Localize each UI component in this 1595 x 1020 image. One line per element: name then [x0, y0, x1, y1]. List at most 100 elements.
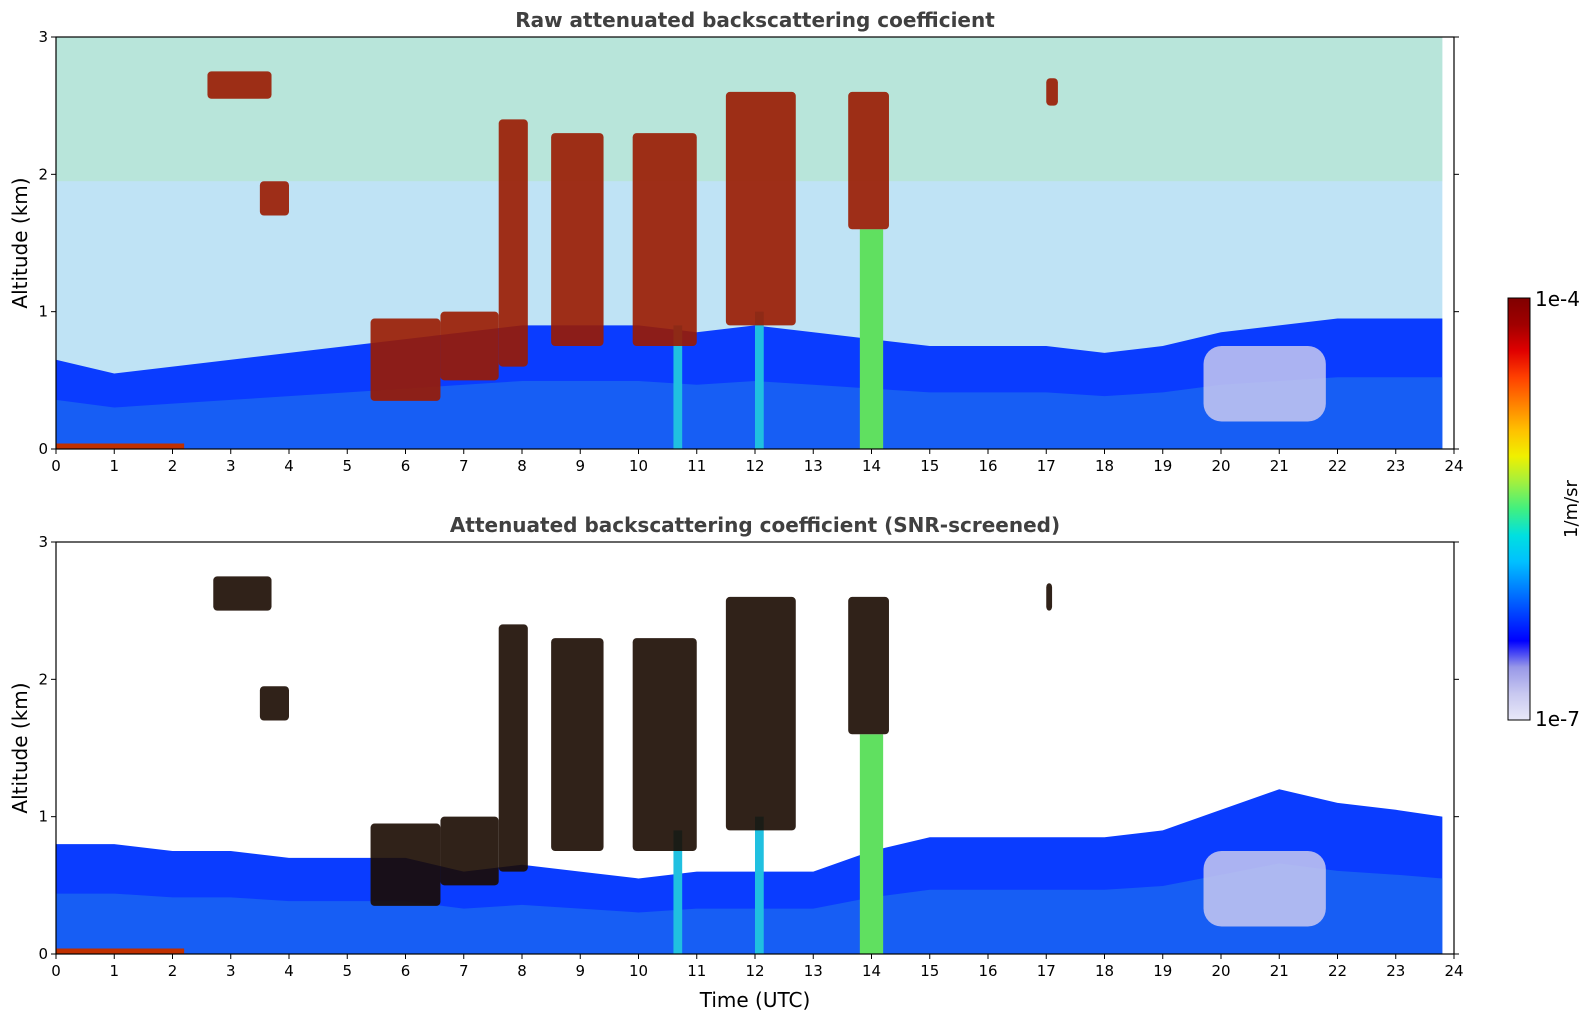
x-tick-label: 3 [226, 457, 236, 475]
x-tick-label: 13 [804, 457, 823, 475]
y-axis-raw: 0 1 2 3 [38, 28, 1459, 458]
x-tick-label: 16 [978, 457, 997, 475]
x-tick-label: 17 [1037, 457, 1056, 475]
x-tick-label: 17 [1037, 962, 1056, 980]
x-tick-label: 19 [1153, 962, 1172, 980]
colorbar-unit-label: 1/m/sr [1561, 479, 1582, 537]
x-axis-screened: 0 1 2 3 4 5 6 7 8 9 10 11 12 13 14 15 16 17 18 19 20 21 22 23 24 [51, 954, 1464, 980]
heatmap-screened [56, 576, 1443, 954]
x-tick-label: 7 [459, 962, 469, 980]
aerosol-plume-0 [1203, 346, 1326, 422]
x-tick-label: 14 [862, 962, 881, 980]
x-tick-label: 2 [168, 457, 178, 475]
cloud-1 [259, 181, 289, 216]
aerosol-plume-0 [1203, 851, 1326, 927]
y-tick-label: 2 [38, 670, 48, 688]
cloud-5 [551, 133, 604, 346]
precip-column-2 [859, 229, 884, 449]
x-tick-label: 0 [51, 457, 61, 475]
cloud-6 [632, 638, 697, 851]
colorbar: 1e-4 1e-7 1/m/sr [1507, 287, 1582, 731]
x-tick-label: 19 [1153, 457, 1172, 475]
x-tick-label: 23 [1386, 457, 1405, 475]
x-tick-label: 10 [629, 457, 648, 475]
cloud-9 [1046, 78, 1058, 106]
y-tick-label: 3 [38, 533, 48, 551]
x-tick-label: 8 [517, 457, 527, 475]
x-tick-label: 22 [1328, 962, 1347, 980]
x-tick-label: 4 [284, 457, 294, 475]
panel-title-screened: Attenuated backscattering coefficient (S… [450, 513, 1060, 537]
x-tick-label: 6 [401, 962, 411, 980]
cloud-3 [440, 816, 499, 886]
x-tick-label: 22 [1328, 457, 1347, 475]
y-tick-label: 3 [38, 28, 48, 46]
precip-column-1 [755, 816, 764, 954]
x-tick-label: 6 [401, 457, 411, 475]
y-axis-label-screened: Altitude (km) [8, 682, 32, 813]
cloud-0 [213, 576, 272, 611]
x-tick-label: 15 [920, 962, 939, 980]
surface-layer [56, 443, 185, 449]
x-tick-label: 24 [1444, 962, 1463, 980]
x-tick-label: 24 [1444, 457, 1463, 475]
x-tick-label: 0 [51, 962, 61, 980]
colorbar-min-label: 1e-7 [1535, 707, 1580, 731]
x-tick-label: 9 [575, 457, 585, 475]
surface-layer [56, 948, 185, 954]
cloud-5 [551, 638, 604, 851]
y-tick-label: 1 [38, 808, 48, 826]
panel-raw: Raw attenuated backscattering coefficien… [8, 8, 1464, 475]
y-tick-label: 2 [38, 165, 48, 183]
x-tick-label: 5 [342, 457, 352, 475]
x-tick-label: 11 [687, 457, 706, 475]
cloud-2 [370, 823, 441, 906]
x-tick-label: 20 [1211, 962, 1230, 980]
x-tick-label: 18 [1095, 962, 1114, 980]
cloud-8 [848, 91, 889, 230]
x-tick-label: 3 [226, 962, 236, 980]
cloud-4 [498, 624, 528, 872]
x-tick-label: 8 [517, 962, 527, 980]
precip-column-0 [673, 830, 683, 954]
x-tick-label: 20 [1211, 457, 1230, 475]
panel-title-raw: Raw attenuated backscattering coefficien… [515, 8, 995, 32]
x-tick-label: 11 [687, 962, 706, 980]
x-tick-label: 4 [284, 962, 294, 980]
cloud-9 [1046, 583, 1053, 611]
x-tick-label: 2 [168, 962, 178, 980]
x-tick-label: 15 [920, 457, 939, 475]
x-tick-label: 10 [629, 962, 648, 980]
x-tick-label: 21 [1270, 962, 1289, 980]
cloud-3 [440, 311, 499, 381]
x-tick-label: 9 [575, 962, 585, 980]
x-tick-label: 18 [1095, 457, 1114, 475]
cloud-0 [207, 71, 272, 99]
x-tick-label: 5 [342, 962, 352, 980]
y-axis-screened: 0 1 2 3 [38, 533, 1459, 963]
cloud-1 [259, 686, 289, 721]
x-tick-label: 1 [109, 962, 119, 980]
cloud-2 [370, 318, 441, 401]
colorbar-bar [1507, 297, 1531, 721]
x-tick-label: 13 [804, 962, 823, 980]
cloud-8 [848, 596, 889, 735]
x-axis-label-time: Time (UTC) [699, 988, 811, 1012]
x-tick-label: 1 [109, 457, 119, 475]
x-axis-raw: 0 1 2 3 4 5 6 7 8 9 10 11 12 13 14 15 16 17 18 19 20 21 22 23 24 [51, 449, 1464, 475]
precip-column-2 [859, 734, 884, 954]
x-tick-label: 16 [978, 962, 997, 980]
colorbar-max-label: 1e-4 [1535, 287, 1580, 311]
boundary-layer-core [56, 863, 1443, 954]
x-tick-label: 14 [862, 457, 881, 475]
y-tick-label: 0 [38, 945, 48, 963]
x-tick-label: 21 [1270, 457, 1289, 475]
panel-screened: Attenuated backscattering coefficient (S… [8, 513, 1464, 1012]
cloud-4 [498, 119, 528, 367]
cloud-7 [725, 596, 796, 831]
cloud-7 [725, 91, 796, 326]
x-tick-label: 7 [459, 457, 469, 475]
y-axis-label-raw: Altitude (km) [8, 177, 32, 308]
y-tick-label: 1 [38, 303, 48, 321]
